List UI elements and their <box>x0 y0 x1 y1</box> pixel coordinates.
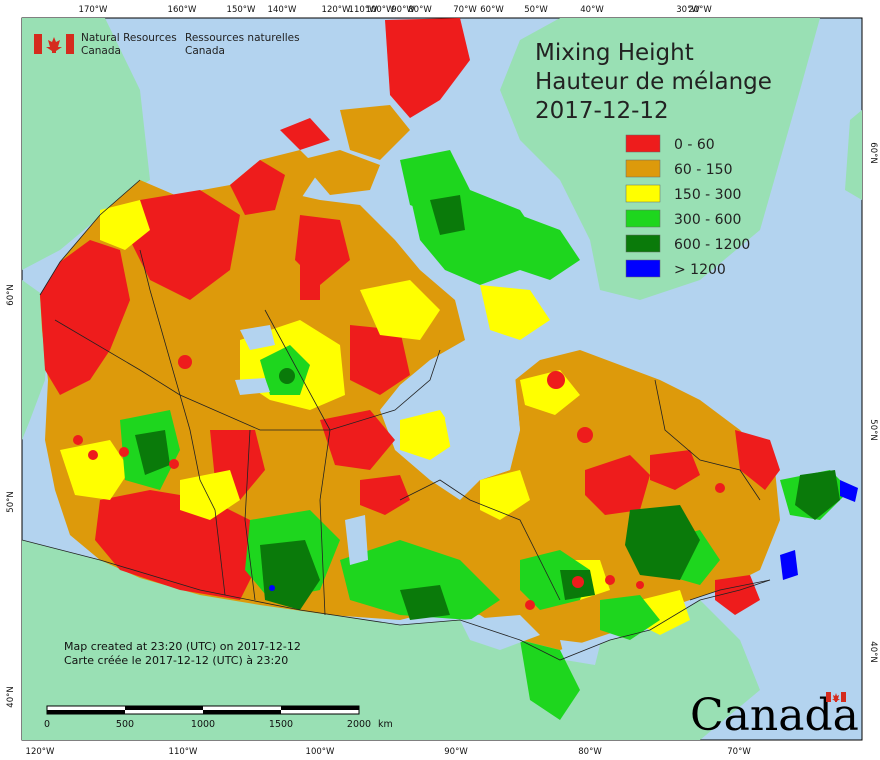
title-en: Mixing Height <box>535 40 694 66</box>
scale-bar-tick-label: 500 <box>116 719 134 730</box>
agency-fr-line2: Canada <box>185 45 225 57</box>
scale-bar-tick-label: 2000 <box>347 719 371 730</box>
wordmark-text: Canada <box>690 690 859 741</box>
agency-fr-line1: Ressources naturelles <box>185 32 300 44</box>
top-axis-label: 160°W <box>168 5 197 15</box>
graticule-labels: 170°W 160°W 150°W 140°W 120°W110°W100°W90°W8… <box>6 5 878 757</box>
credit-fr: Carte créée le 2017-12-12 (UTC) à 23:20 <box>64 654 288 667</box>
lakes <box>235 325 600 665</box>
bottom-axis-label: 110°W <box>169 747 198 757</box>
legend-label: 0 - 60 <box>674 137 715 153</box>
wordmark-maple-leaf-icon <box>832 693 840 702</box>
wordmark-flag-right <box>841 692 846 702</box>
red-hotspots <box>73 355 725 610</box>
right-axis-label: 50°N <box>868 419 878 440</box>
scale-bar: 0 500 1000 1500 2000 km <box>44 705 393 730</box>
title-date: 2017-12-12 <box>535 98 669 124</box>
agency-signature: Natural Resources Canada Ressources natu… <box>34 32 300 57</box>
bottom-axis-label: 100°W <box>306 747 335 757</box>
top-axis-label: 30°W <box>676 5 700 15</box>
scale-bar-seg-4 <box>203 710 281 714</box>
wordmark-flag-left <box>826 692 831 702</box>
scale-bar-tick-label: 1500 <box>269 719 293 730</box>
legend-swatch <box>625 184 661 203</box>
bottom-axis-label: 80°W <box>578 747 602 757</box>
top-axis-label: 90°W <box>391 5 415 15</box>
legend-label: 600 - 1200 <box>674 237 750 253</box>
top-axis-label: 120°W <box>322 5 351 15</box>
right-axis-label: 40°N <box>868 641 878 662</box>
top-axis-label: 80°W <box>408 5 432 15</box>
us-border-line <box>22 539 771 661</box>
scale-bar-unit: km <box>378 719 393 730</box>
left-axis-label: 40°N <box>6 686 16 707</box>
flag-left-bar <box>34 34 42 54</box>
left-axis-label: 50°N <box>6 491 16 512</box>
top-axis-label: 150°W <box>227 5 256 15</box>
right-axis-label: 60°N <box>868 142 878 163</box>
legend-label: 150 - 300 <box>674 187 741 203</box>
bottom-axis-label: 90°W <box>444 747 468 757</box>
class-0-60-areas <box>40 160 780 615</box>
bottom-axis-label: 120°W <box>26 747 55 757</box>
map-title: Mixing Height Hauteur de mélange 2017-12… <box>535 40 772 124</box>
legend-label: 300 - 600 <box>674 212 741 228</box>
scale-bar-seg-3 <box>281 706 359 710</box>
agency-en-line2: Canada <box>81 45 121 57</box>
legend-swatch <box>625 209 661 228</box>
credit-en: Map created at 23:20 (UTC) on 2017-12-12 <box>64 640 301 653</box>
scale-bar-tick-label: 1000 <box>191 719 215 730</box>
title-fr: Hauteur de mélange <box>535 69 772 95</box>
left-axis-label: 60°N <box>6 284 16 305</box>
legend-swatch <box>625 259 661 278</box>
top-axis-label: 110°W <box>349 5 378 15</box>
legend-label: > 1200 <box>674 262 726 278</box>
top-axis-label: 40°W <box>580 5 604 15</box>
scale-bar-seg-1 <box>125 706 203 710</box>
legend-swatch <box>625 134 661 153</box>
legend-swatch <box>625 234 661 253</box>
legend: 0 - 60 60 - 150 150 - 300 300 - 600 600 - 12… <box>625 134 750 278</box>
flag-right-bar <box>66 34 74 54</box>
top-axis-label: 20°W <box>688 5 712 15</box>
legend-swatch <box>625 159 661 178</box>
bottom-axis-label: 70°W <box>727 747 751 757</box>
top-axis-label: 100°W <box>366 5 395 15</box>
canada-wordmark: Canada <box>690 690 859 741</box>
top-axis-label: 140°W <box>268 5 297 15</box>
top-axis-label: 50°W <box>524 5 548 15</box>
top-axis-label: 60°W <box>480 5 504 15</box>
scale-bar-tick-label: 0 <box>44 719 50 730</box>
top-axis-label: 170°W <box>79 5 108 15</box>
agency-en-line1: Natural Resources <box>81 32 177 44</box>
province-borders <box>39 179 771 616</box>
class-over-1200-areas <box>269 480 858 591</box>
top-axis-label: 70°W <box>453 5 477 15</box>
maple-leaf-icon <box>46 37 62 53</box>
class-600-1200-areas <box>135 368 840 620</box>
legend-label: 60 - 150 <box>674 162 733 178</box>
scale-bar-seg-2 <box>47 710 125 714</box>
